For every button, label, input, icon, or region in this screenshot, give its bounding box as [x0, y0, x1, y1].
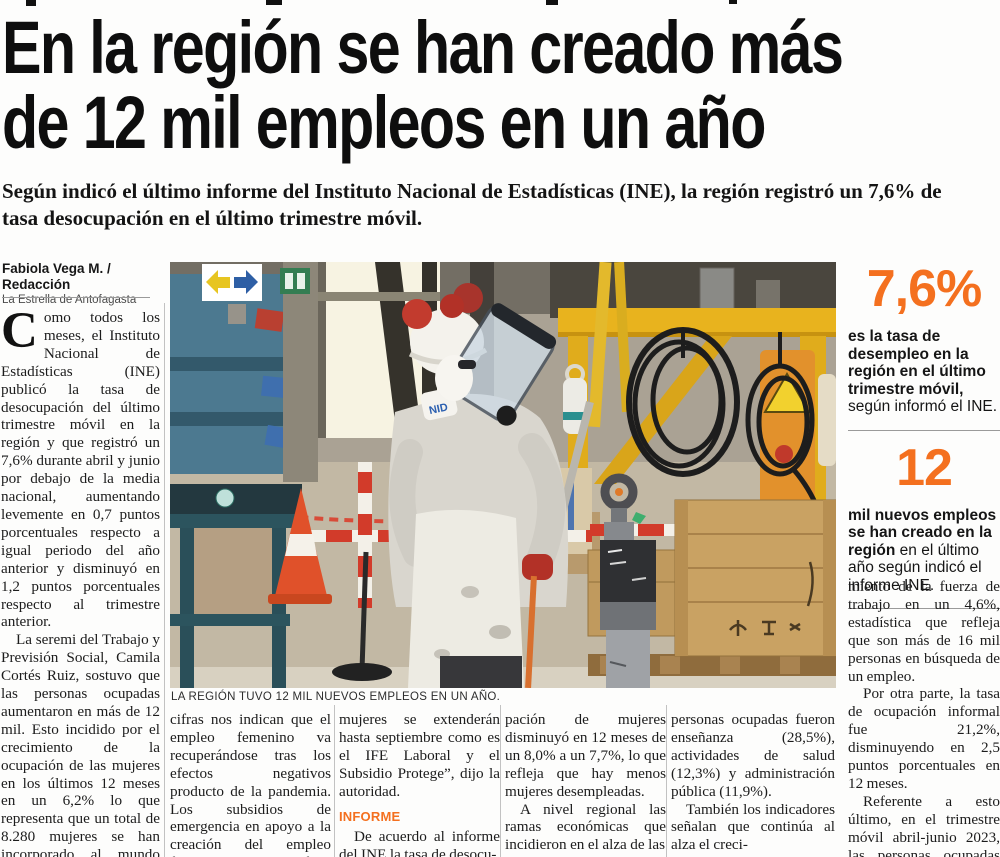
- left-sleeve: [389, 439, 429, 567]
- warning-triangle-sign: [763, 372, 811, 413]
- paragraph: La seremi del Trabajo y Previsión Social…: [1, 631, 160, 857]
- stats-sidebar: 7,6% es la tasa de desempleo en la regió…: [848, 262, 1000, 619]
- apron: [408, 509, 524, 688]
- ear-muff: [402, 299, 432, 329]
- stat-description: es la tasa de desempleo en la región en …: [848, 328, 998, 415]
- sidebar-rule: [848, 429, 1000, 431]
- article-column-4: pación de mujeres disminuyó en 12 meses …: [505, 711, 666, 857]
- print-artifact-mark: [26, 0, 36, 6]
- byline-rule: [2, 297, 150, 298]
- byline-publication: La Estrella de Antofagasta: [2, 294, 137, 306]
- paragraph: cifras nos indican que el empleo femenin…: [170, 711, 331, 857]
- gas-cylinder: [563, 364, 587, 434]
- safety-sticker: [215, 488, 235, 508]
- paragraph: De acuerdo al informe del INE la tasa de…: [339, 828, 500, 857]
- column-rule: [500, 705, 501, 857]
- cream-tank: [818, 374, 836, 466]
- paragraph: miento de la fuerza de trabajo en un 4,6…: [848, 578, 1000, 685]
- column-rule: [164, 303, 165, 857]
- blue-right-arrow: [234, 270, 258, 294]
- yellow-sling: [588, 262, 612, 428]
- broom: [332, 551, 392, 681]
- right-sleeve: [518, 433, 566, 574]
- paragraph: También los indicadores señalan que cont…: [671, 800, 835, 854]
- yellow-left-arrow: [206, 270, 230, 294]
- ear-muff: [440, 294, 464, 318]
- column-rule: [334, 705, 335, 857]
- headline-line-1: En la región se han creado más: [2, 6, 844, 89]
- shipping-markings: [729, 561, 814, 636]
- print-artifact-mark: [729, 0, 737, 4]
- print-artifact-mark: [266, 0, 282, 5]
- paragraph: Referente a esto último, en el trimestre…: [848, 792, 1000, 857]
- red-glove: [522, 554, 553, 580]
- byline: Fabiola Vega M. / Redacción La Estrella …: [2, 261, 160, 307]
- worker: NID: [388, 283, 594, 688]
- article-column-3: mujeres se extenderán hasta septiembre c…: [339, 711, 500, 857]
- paragraph: mujeres se extenderán hasta septiembre c…: [339, 711, 500, 800]
- stat-new-jobs: 12 mil nuevos empleos se han creado en l…: [848, 441, 1000, 595]
- paragraph: A nivel regional las ramas económicas qu…: [505, 800, 666, 854]
- photo-caption: LA REGIÓN TUVO 12 MIL NUEVOS EMPLEOS EN …: [171, 691, 501, 703]
- headline: En la región se han creado más de 12 mil…: [2, 10, 998, 160]
- direction-arrows-sign: [202, 264, 262, 324]
- paragraph: Por otra parte, la tasa de ocupación inf…: [848, 685, 1000, 792]
- striped-pole: [358, 462, 372, 608]
- article-column-6: miento de la fuerza de trabajo en un 4,6…: [848, 578, 1000, 857]
- blue-machine: [170, 262, 318, 482]
- orange-rod: [525, 575, 537, 688]
- article-column-2: cifras nos indican que el empleo femenin…: [170, 711, 331, 857]
- section-header-informe: INFORME: [339, 808, 401, 824]
- article-column-5: personas ocupadas fueron enseñanza (28,5…: [671, 711, 835, 857]
- paragraph: personas ocupadas fueron enseñanza (28,5…: [671, 711, 835, 800]
- paragraph: pación de mujeres disminuyó en 12 meses …: [505, 711, 666, 800]
- article-photo: NID: [170, 262, 836, 688]
- blue-work-table: [170, 484, 302, 688]
- byline-author: Fabiola Vega M. / Redacción: [2, 261, 111, 292]
- traffic-cone: [268, 488, 332, 604]
- hanging-metal-cylinder: [600, 473, 656, 688]
- green-safety-sign: [280, 268, 310, 294]
- svg-text:NID: NID: [428, 401, 449, 417]
- pants: [440, 656, 522, 688]
- safety-glasses: [458, 360, 476, 369]
- face-shield: [446, 303, 557, 426]
- wooden-crate: [674, 499, 836, 657]
- stat-value: 12: [896, 438, 953, 497]
- drop-cap: C: [1, 309, 38, 359]
- sidebar-rule: [848, 608, 1000, 609]
- headline-line-2: de 12 mil empleos en un año: [2, 81, 766, 164]
- stat-unemployment-rate: 7,6% es la tasa de desempleo en la regió…: [848, 262, 1000, 416]
- column-rule: [666, 705, 667, 857]
- stat-value: 7,6%: [866, 260, 983, 318]
- standfirst: Según indicó el último informe del Insti…: [2, 179, 942, 230]
- yellow-sling: [614, 262, 632, 413]
- print-artifact-mark: [546, 0, 558, 5]
- industrial-worker-photo-illustration: NID: [170, 262, 836, 688]
- stat-description: mil nuevos empleos se han creado en la r…: [848, 506, 997, 594]
